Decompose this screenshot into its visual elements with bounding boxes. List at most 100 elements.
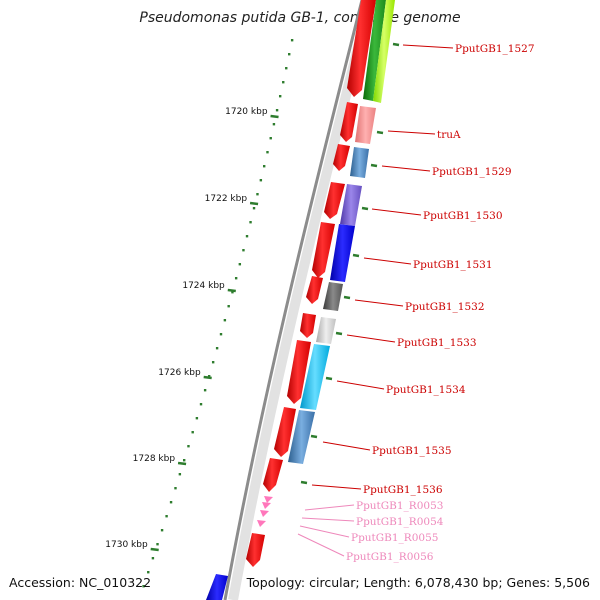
cds-forward[interactable] xyxy=(300,313,316,338)
cds-1531[interactable] xyxy=(330,224,355,282)
ruler-dot xyxy=(207,375,211,378)
ruler-dot xyxy=(187,445,190,448)
leader-line xyxy=(304,504,355,511)
leader-line xyxy=(299,525,350,538)
gene-label-pputgb1_r0053[interactable]: PputGB1_R0053 xyxy=(356,500,443,512)
leader-line xyxy=(402,44,454,49)
gene-label-pputgb1_r0056[interactable]: PputGB1_R0056 xyxy=(346,551,434,563)
leader-line xyxy=(336,380,385,390)
leader-line xyxy=(301,517,355,522)
gene-label-pputgb1_1527[interactable]: PputGB1_1527 xyxy=(455,43,535,55)
ruler-major-tick xyxy=(203,375,212,380)
ruler-dot xyxy=(156,543,159,546)
leader-line xyxy=(311,484,362,490)
cds-forward[interactable] xyxy=(312,222,335,278)
rna-feature[interactable] xyxy=(262,502,271,509)
ruler-tick-label: 1722 kbp xyxy=(205,194,248,204)
ruler-major-tick xyxy=(270,114,279,119)
rna-feature[interactable] xyxy=(260,510,269,517)
ruler-dot xyxy=(290,39,294,42)
gene-label-pputgb1_1530[interactable]: PputGB1_1530 xyxy=(423,210,503,222)
cds-forward[interactable] xyxy=(263,458,283,492)
ruler-dot xyxy=(234,277,238,280)
cds-1535[interactable] xyxy=(288,410,315,464)
label-leaders xyxy=(297,44,454,557)
cds-1532[interactable] xyxy=(323,282,343,311)
ruler-tick-label: 1726 kbp xyxy=(158,368,201,378)
gene-labels: PputGB1_1527 truA PputGB1_1529 PputGB1_1530… xyxy=(346,43,535,563)
rna-features xyxy=(257,496,273,527)
ruler-dot xyxy=(245,235,249,238)
cds-forward[interactable] xyxy=(274,407,296,457)
ruler-tick-label: 1728 kbp xyxy=(133,454,176,464)
ruler-dot xyxy=(165,515,168,518)
feature-ticks xyxy=(300,42,400,485)
gene-label-pputgb1_1532[interactable]: PputGB1_1532 xyxy=(405,301,485,313)
ruler-dot xyxy=(275,109,279,112)
cds-trua[interactable] xyxy=(355,106,376,144)
gene-label-pputgb1_1535[interactable]: PputGB1_1535 xyxy=(372,445,452,457)
ruler-dot xyxy=(227,305,230,308)
ruler-tick-label: 1730 kbp xyxy=(105,540,148,550)
gene-label-pputgb1_r0054[interactable]: PputGB1_R0054 xyxy=(356,516,444,528)
ruler-tick-label: 1720 kbp xyxy=(225,107,268,117)
rna-feature[interactable] xyxy=(257,520,266,527)
cds-forward[interactable] xyxy=(246,533,265,567)
ruler-major-tick xyxy=(227,288,236,293)
cds-1530[interactable] xyxy=(340,184,362,226)
gene-label-trua[interactable]: truA xyxy=(437,129,461,141)
topology-text: Topology: circular; Length: 6,078,430 bp… xyxy=(246,575,590,590)
cds-forward[interactable] xyxy=(347,0,376,97)
ruler-dot xyxy=(147,571,150,574)
cds-1529[interactable] xyxy=(350,147,369,178)
gene-label-pputgb1_1534[interactable]: PputGB1_1534 xyxy=(386,384,466,396)
ruler-dot xyxy=(169,501,173,504)
ruler-dot xyxy=(219,333,223,336)
ruler-dot xyxy=(195,417,199,420)
cds-1527-lime[interactable] xyxy=(373,0,395,103)
ruler-dot xyxy=(249,221,252,224)
leader-line xyxy=(371,208,422,216)
cds-1534[interactable] xyxy=(300,344,330,410)
ruler-tick-label: 1724 kbp xyxy=(182,281,225,291)
cds-forward[interactable] xyxy=(333,144,350,171)
ruler-dot xyxy=(269,137,272,140)
leader-line xyxy=(297,533,345,557)
ruler-dot xyxy=(282,81,285,84)
gene-label-pputgb1_1529[interactable]: PputGB1_1529 xyxy=(432,166,512,178)
gene-label-pputgb1_r0055[interactable]: PputGB1_R0055 xyxy=(351,532,438,544)
gene-label-pputgb1_1531[interactable]: PputGB1_1531 xyxy=(413,259,493,271)
leader-line xyxy=(354,299,404,307)
ruler-ticks: 1720 kbp 1722 kbp 1724 kbp 1726 kbp 1728 kbp… xyxy=(105,107,279,552)
ruler-dot xyxy=(142,585,145,588)
ruler-dot xyxy=(231,291,234,294)
gene-label-pputgb1_1536[interactable]: PputGB1_1536 xyxy=(363,484,443,496)
cds-forward[interactable] xyxy=(306,276,323,304)
gene-label-pputgb1_1533[interactable]: PputGB1_1533 xyxy=(397,337,477,349)
ruler-dot xyxy=(242,249,245,252)
ruler-dot xyxy=(288,53,291,56)
ruler-dot xyxy=(256,193,259,196)
ruler-dots xyxy=(142,39,294,588)
cds-1527-green[interactable] xyxy=(363,0,386,101)
ruler-dot xyxy=(262,165,266,168)
rna-feature[interactable] xyxy=(264,496,273,503)
backbone-edge xyxy=(223,0,364,600)
cds-far-blue[interactable] xyxy=(206,574,228,600)
accession-text: Accession: NC_010322 xyxy=(9,575,152,590)
cds-forward[interactable] xyxy=(340,102,358,142)
leader-line xyxy=(363,257,412,265)
cds-forward[interactable] xyxy=(287,340,311,404)
ruler-dot xyxy=(278,95,282,98)
ruler-dot xyxy=(174,487,177,490)
ruler-dot xyxy=(199,403,203,406)
ruler-major-tick xyxy=(177,461,187,466)
cds-forward[interactable] xyxy=(324,182,345,219)
ruler-dot xyxy=(215,347,219,350)
leader-line xyxy=(387,130,436,135)
leader-line xyxy=(346,334,396,343)
ruler-dot xyxy=(182,459,186,462)
ruler-dot xyxy=(203,389,207,392)
ruler-major-tick xyxy=(150,547,159,552)
cds-1533[interactable] xyxy=(316,317,336,344)
